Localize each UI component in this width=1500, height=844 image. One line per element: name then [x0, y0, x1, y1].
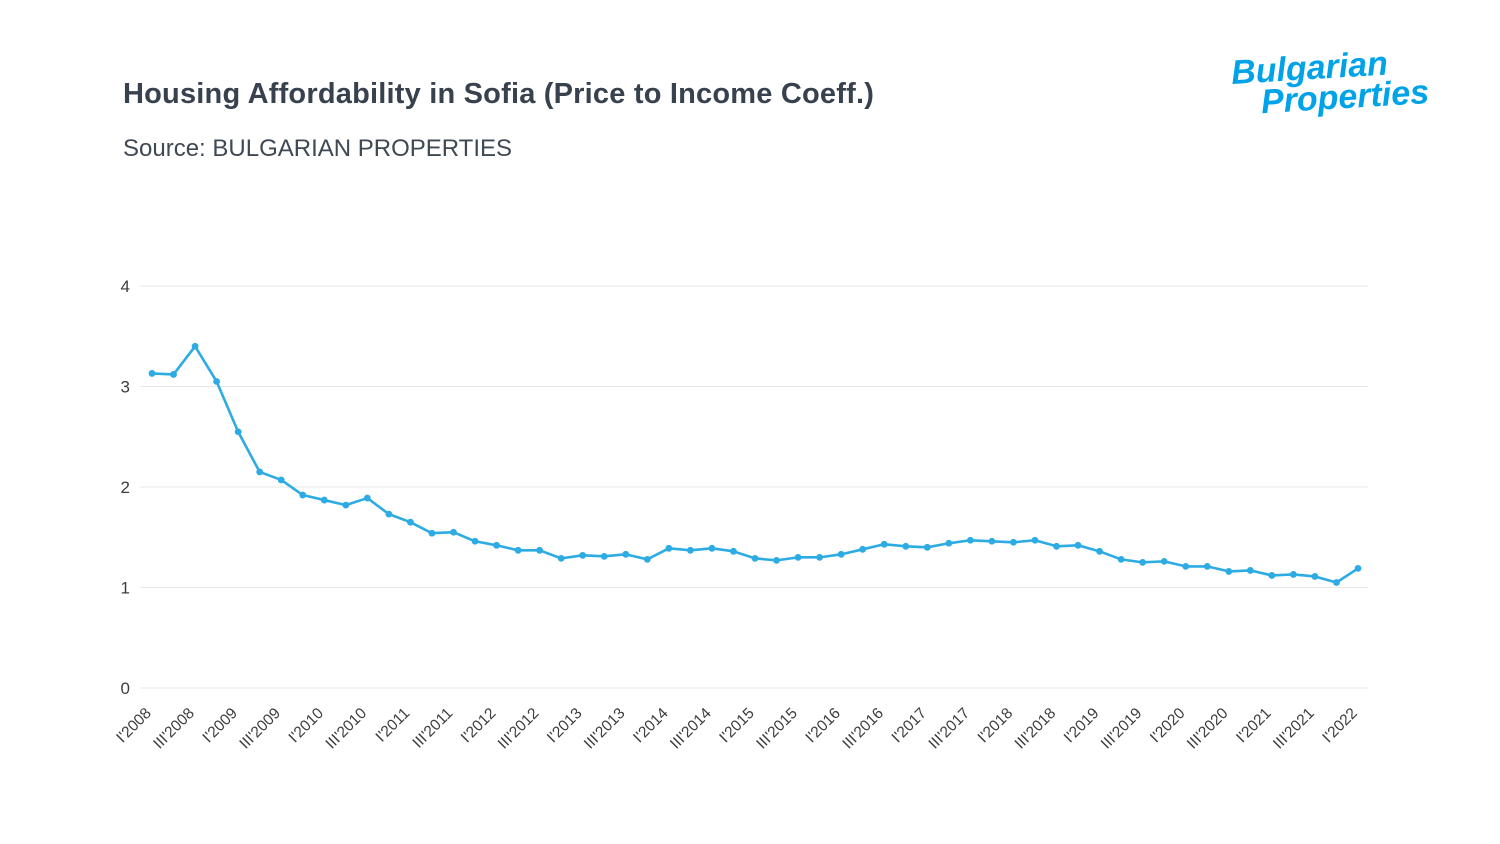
bulgarian-properties-logo: Bulgarian Properties	[1230, 44, 1430, 122]
svg-text:I'2010: I'2010	[286, 705, 328, 747]
svg-text:I'2011: I'2011	[373, 705, 414, 746]
svg-text:III'2010: III'2010	[323, 705, 371, 753]
source-label: Source: BULGARIAN PROPERTIES	[123, 135, 513, 162]
svg-text:III'2008: III'2008	[150, 705, 198, 753]
svg-text:0: 0	[121, 679, 130, 698]
svg-text:I'2021: I'2021	[1233, 705, 1275, 747]
svg-text:III'2020: III'2020	[1184, 705, 1232, 753]
svg-text:2: 2	[121, 478, 130, 497]
svg-text:I'2012: I'2012	[458, 705, 500, 747]
svg-text:I'2020: I'2020	[1147, 705, 1189, 747]
svg-text:III'2017: III'2017	[926, 705, 974, 753]
logo-line-2: Properties	[1259, 73, 1430, 122]
chart-area: 0 1 2 3 4 I'2008 III'2008 I'2009 III'2009 I'2010 I…	[0, 228, 1500, 818]
svg-text:I'2019: I'2019	[1061, 705, 1103, 747]
svg-text:III'2018: III'2018	[1012, 705, 1060, 753]
page-title: Housing Affordability in Sofia (Price to…	[123, 78, 875, 110]
svg-text:I'2009: I'2009	[199, 705, 241, 747]
svg-text:III'2016: III'2016	[839, 705, 887, 753]
svg-text:III'2011: III'2011	[410, 705, 457, 752]
svg-text:III'2015: III'2015	[753, 705, 801, 753]
svg-text:1: 1	[121, 579, 130, 598]
svg-text:I'2014: I'2014	[630, 705, 672, 747]
svg-text:III'2012: III'2012	[495, 705, 543, 753]
svg-text:4: 4	[121, 277, 130, 296]
svg-text:I'2016: I'2016	[802, 705, 844, 747]
svg-text:III'2009: III'2009	[236, 705, 284, 753]
svg-text:I'2017: I'2017	[889, 705, 931, 747]
svg-text:III'2021: III'2021	[1270, 705, 1318, 753]
svg-text:I'2013: I'2013	[544, 705, 586, 747]
svg-text:III'2013: III'2013	[581, 705, 629, 753]
svg-text:III'2019: III'2019	[1098, 705, 1146, 753]
svg-text:3: 3	[121, 378, 130, 397]
svg-text:I'2022: I'2022	[1319, 705, 1361, 747]
svg-text:I'2018: I'2018	[975, 705, 1017, 747]
chart-header: Housing Affordability in Sofia (Price to…	[123, 78, 1123, 163]
svg-text:I'2015: I'2015	[716, 705, 758, 747]
svg-text:I'2008: I'2008	[113, 705, 155, 747]
svg-text:III'2014: III'2014	[667, 705, 715, 753]
